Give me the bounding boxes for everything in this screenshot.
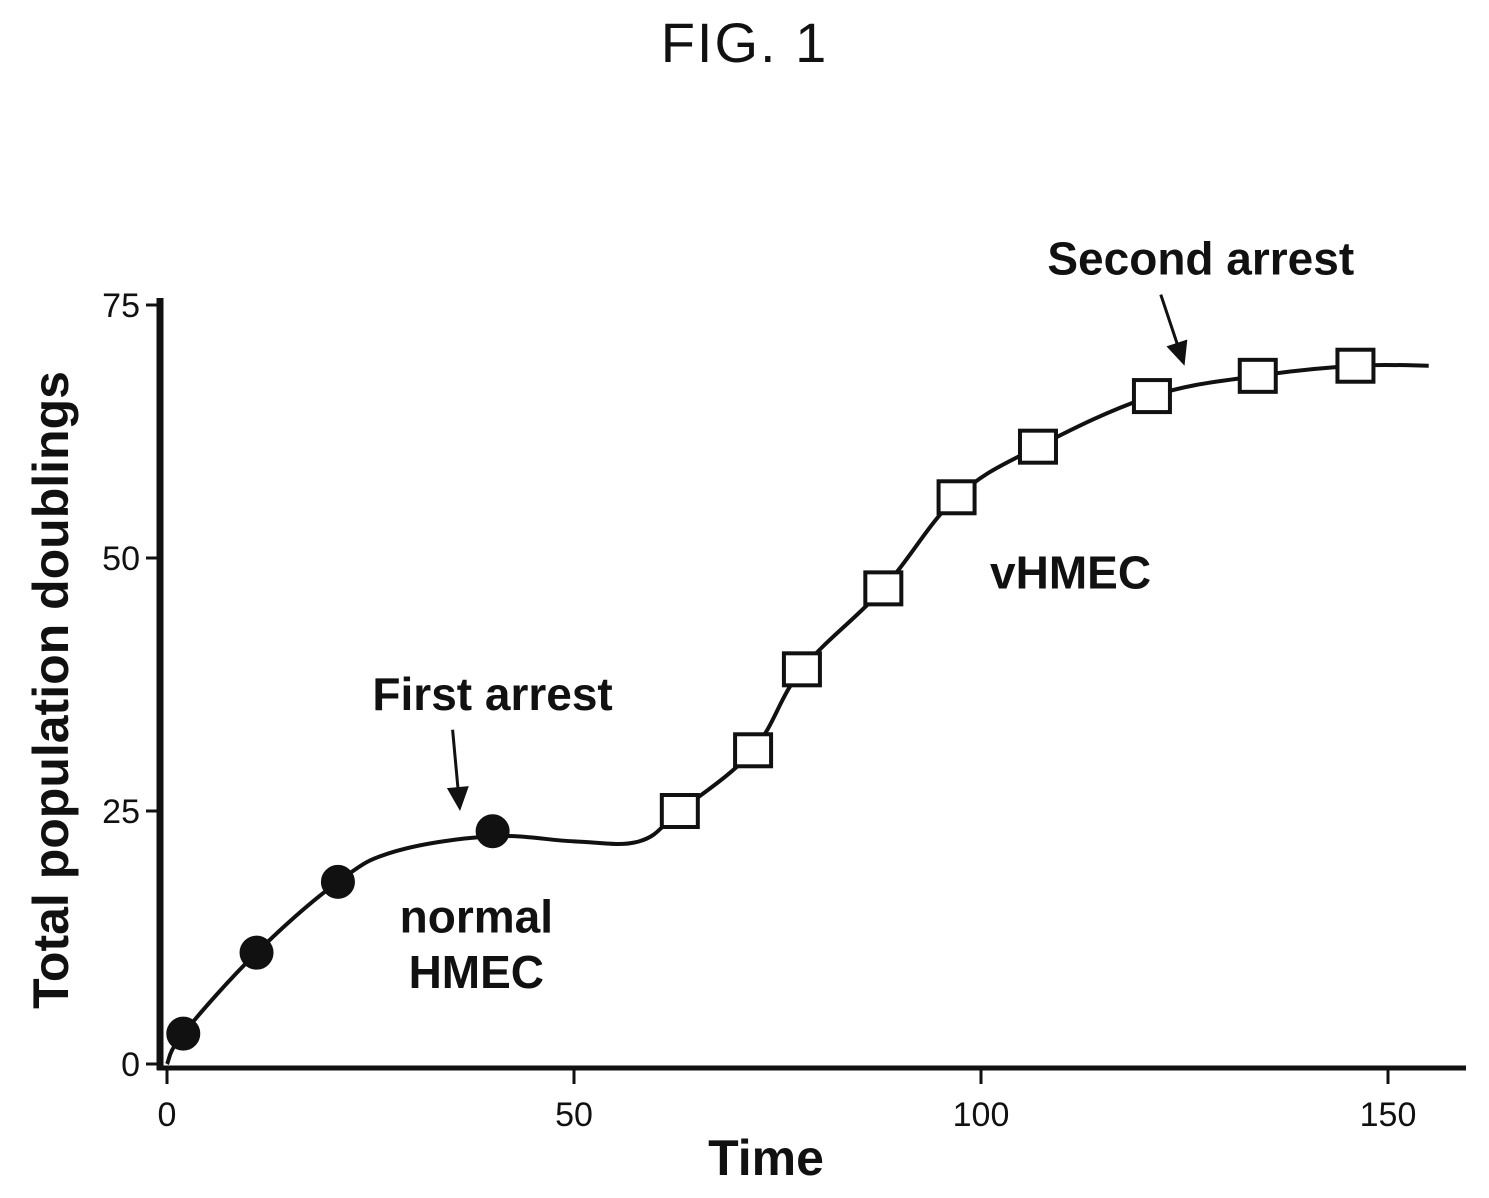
y-tick-label: 75 xyxy=(102,287,140,325)
annotation-label: normal xyxy=(400,890,553,942)
vhmec-point xyxy=(1017,428,1058,465)
y-tick-label: 25 xyxy=(102,793,140,831)
x-tick-label: 100 xyxy=(953,1096,1010,1134)
data-markers-layer xyxy=(166,347,1376,1051)
vhmec-point xyxy=(659,793,700,829)
annotation-arrow-head xyxy=(446,786,469,811)
x-axis-title: Time xyxy=(708,1130,824,1186)
normal-hmec-point xyxy=(239,935,274,970)
axes: 0 50 100 150 0 25 50 75 Time Total population dou… xyxy=(23,287,1466,1186)
y-tick-label: 0 xyxy=(121,1046,140,1084)
vhmec-point xyxy=(863,570,904,607)
annotation-label: HMEC xyxy=(409,946,544,998)
annotation-label: First arrest xyxy=(372,668,612,720)
figure-title: FIG. 1 xyxy=(660,11,829,74)
x-tick-label: 50 xyxy=(555,1096,593,1134)
y-tick-label: 50 xyxy=(102,540,140,578)
vhmec-point xyxy=(1335,347,1376,384)
normal-hmec-point xyxy=(320,864,355,899)
normal-hmec-point xyxy=(166,1016,201,1051)
normal-hmec-point xyxy=(475,814,510,849)
x-tick-label: 0 xyxy=(158,1096,177,1134)
vhmec-point xyxy=(1131,378,1172,415)
annotation-label: vHMEC xyxy=(990,546,1151,598)
vhmec-point xyxy=(733,732,774,769)
vhmec-point xyxy=(936,479,977,516)
population-doublings-curve xyxy=(165,362,1429,1065)
vhmec-point xyxy=(1237,357,1278,394)
data-curve-layer xyxy=(165,362,1429,1065)
annotation-arrow-head xyxy=(1166,339,1188,366)
vhmec-point xyxy=(781,651,822,688)
annotation-label: Second arrest xyxy=(1047,233,1354,285)
y-axis-title: Total population doublings xyxy=(23,371,79,1009)
x-tick-label: 150 xyxy=(1360,1096,1417,1134)
